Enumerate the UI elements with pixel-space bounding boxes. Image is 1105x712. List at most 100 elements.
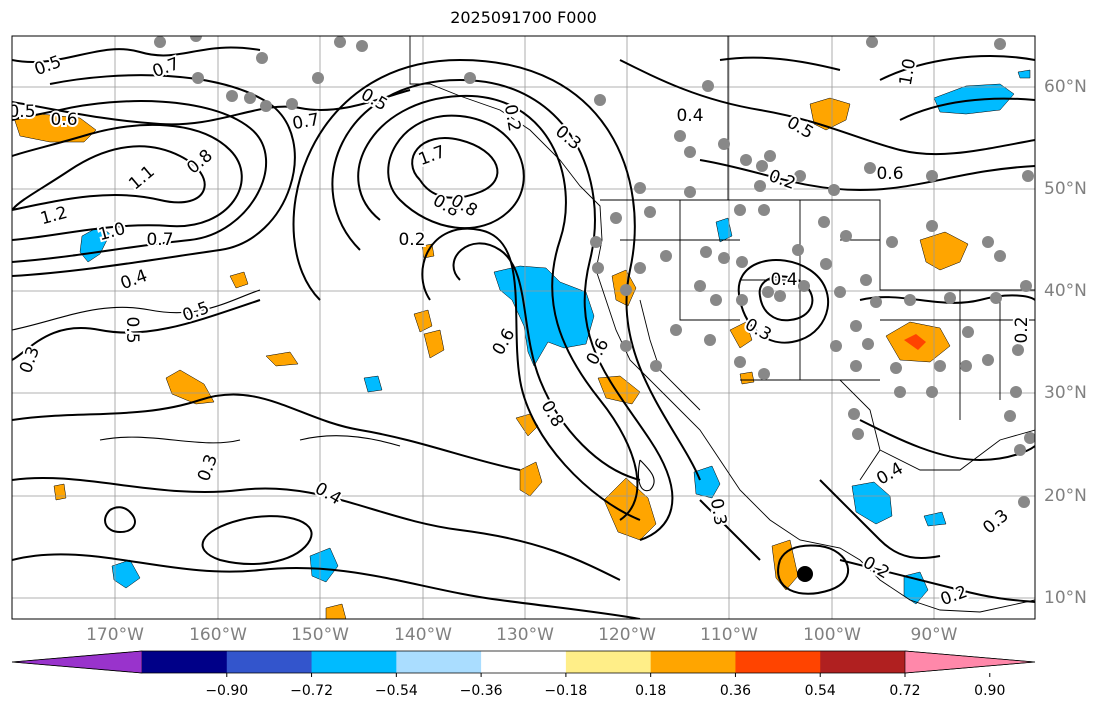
colorbar-outline (11, 650, 1036, 674)
orange-fill (13, 113, 97, 143)
thin-contour-lines (12, 289, 655, 492)
longitude-label: 110°W (700, 625, 758, 645)
station-dot (286, 98, 298, 110)
station-dot (734, 356, 746, 368)
red-fill (904, 334, 926, 350)
station-dot (634, 182, 646, 194)
longitude-label: 140°W (394, 625, 452, 645)
blue-fill (693, 465, 721, 499)
station-dot (798, 280, 810, 292)
station-dot (620, 340, 632, 352)
orange-fill (597, 375, 641, 405)
station-dot (1024, 432, 1035, 444)
station-dot (1004, 410, 1016, 422)
blue-fill (309, 547, 339, 583)
station-dot (926, 220, 938, 232)
colorbar-tick-label: −0.18 (544, 683, 588, 699)
station-dot (794, 170, 806, 182)
station-dot (994, 250, 1006, 262)
longitude-label: 150°W (291, 625, 349, 645)
longitude-label: 160°W (189, 625, 247, 645)
station-dot (684, 186, 696, 198)
contour-label: 0.4 (676, 106, 703, 126)
station-dot (704, 334, 716, 346)
longitude-label: 120°W (598, 625, 656, 645)
station-dot (1010, 386, 1022, 398)
station-dot (828, 184, 840, 196)
station-dot (890, 362, 902, 374)
station-dot (886, 236, 898, 248)
blue-fill (715, 217, 733, 243)
latitude-label: 20°N (1044, 486, 1087, 506)
station-dot (312, 72, 324, 84)
station-dot (864, 162, 876, 174)
station-dot (694, 280, 706, 292)
blue-fill (363, 375, 383, 393)
contour-lines (12, 46, 1035, 619)
map-frame (11, 35, 1036, 620)
station-dot (1018, 496, 1030, 508)
station-dot (740, 154, 752, 166)
station-dot (860, 274, 872, 286)
colorbar-tick-label: 0.72 (889, 683, 921, 699)
contour-label: 0.2 (1012, 316, 1032, 343)
station-dot (464, 72, 476, 84)
station-dot (926, 386, 938, 398)
station-dot (590, 236, 602, 248)
station-dot (674, 130, 686, 142)
station-dot (926, 170, 938, 182)
contour-label: 0.4 (770, 270, 797, 290)
observation-stations (154, 36, 1035, 508)
station-dot (1014, 444, 1026, 456)
station-dot (154, 36, 166, 48)
station-dot (684, 146, 696, 158)
longitude-label: 90°W (910, 625, 958, 645)
blue-fill (851, 481, 893, 525)
longitude-label: 100°W (803, 625, 861, 645)
station-dot (192, 72, 204, 84)
station-dot (758, 368, 770, 380)
colorbar-tick-label: 0.90 (974, 683, 1006, 699)
station-dot (870, 296, 882, 308)
station-dot (256, 52, 268, 64)
contour-label: 0.7 (146, 230, 173, 250)
station-dot (754, 180, 766, 192)
station-dot (190, 36, 202, 42)
station-dot (710, 294, 722, 306)
station-dot (994, 38, 1006, 50)
colorbar-tick-label: 0.54 (804, 683, 836, 699)
latitude-label: 50°N (1044, 179, 1087, 199)
orange-fill (423, 329, 445, 359)
station-dot (1012, 344, 1024, 356)
station-dot (718, 138, 730, 150)
blue-fill (1017, 69, 1031, 79)
station-dot (634, 262, 646, 274)
station-dot (904, 294, 916, 306)
station-dot (756, 160, 768, 172)
station-dot (962, 326, 974, 338)
map-area: 0.5 0.70.5 0.60.81.11.21.0 0.70.40.50.50.30… (8, 36, 1035, 619)
colorbar-segment (481, 651, 567, 673)
orange-fill (809, 97, 851, 131)
station-dot (982, 354, 994, 366)
contour-label: 0.5 (8, 102, 35, 122)
station-dot (792, 244, 804, 256)
colorbar-segment (735, 651, 821, 673)
orange-fill (519, 461, 543, 497)
station-dot (848, 408, 860, 420)
station-dot (594, 94, 606, 106)
station-dot (644, 206, 656, 218)
colorbar-tick-label: 0.18 (635, 683, 667, 699)
station-dot (1020, 280, 1032, 292)
station-dot (702, 80, 714, 92)
latitude-label: 10°N (1044, 588, 1087, 608)
colorbar-segment (396, 651, 482, 673)
orange-fill (229, 271, 249, 289)
station-dot (226, 90, 238, 102)
colorbar-extend-high (904, 650, 1036, 674)
latitude-label: 40°N (1044, 281, 1087, 301)
station-dot (982, 236, 994, 248)
colorbar-segment (650, 651, 736, 673)
station-dot (660, 250, 672, 262)
